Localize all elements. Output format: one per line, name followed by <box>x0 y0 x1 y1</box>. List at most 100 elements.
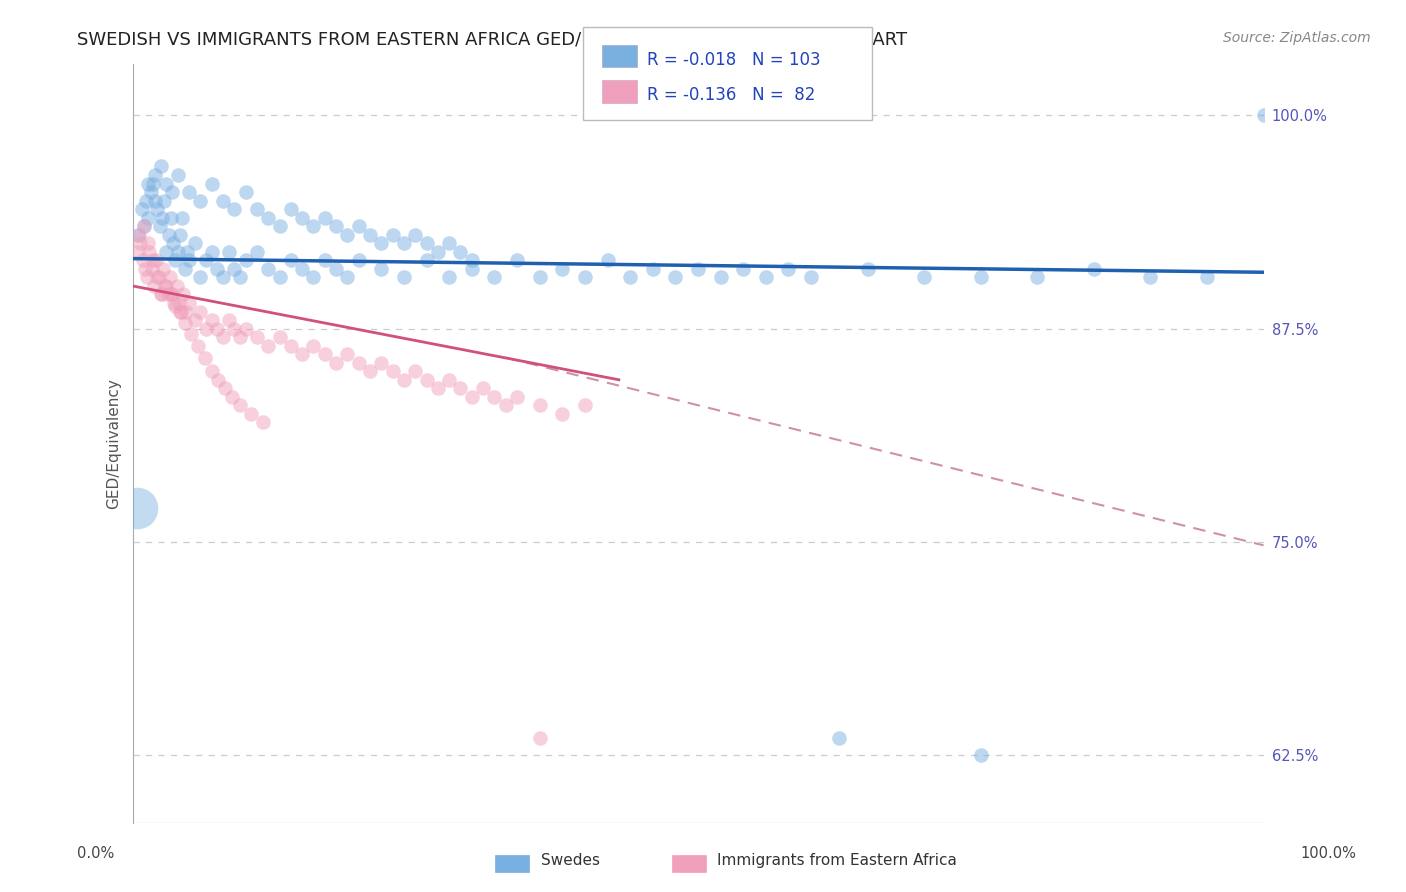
Point <box>166 279 188 293</box>
Point <box>183 313 205 327</box>
Y-axis label: GED/Equivalency: GED/Equivalency <box>107 378 121 509</box>
Point <box>150 211 173 225</box>
Point <box>169 227 191 242</box>
Point <box>529 270 551 285</box>
Point <box>207 373 229 387</box>
Point <box>551 261 574 276</box>
Point <box>551 407 574 421</box>
Point <box>172 287 194 301</box>
Point <box>177 185 200 199</box>
Point <box>160 287 183 301</box>
Point <box>755 270 778 285</box>
Point <box>325 261 347 276</box>
Text: Swedes: Swedes <box>541 854 600 868</box>
Point <box>325 356 347 370</box>
Point <box>856 261 879 276</box>
Point <box>437 236 460 251</box>
Point <box>1139 270 1161 285</box>
Point <box>495 398 517 412</box>
Point <box>1195 270 1218 285</box>
Point <box>149 160 172 174</box>
Point <box>139 185 162 199</box>
Point <box>163 296 186 310</box>
Point <box>155 279 177 293</box>
Point <box>359 364 381 378</box>
Point <box>136 270 159 285</box>
Point <box>280 338 302 352</box>
Point <box>404 364 426 378</box>
Point <box>143 194 166 208</box>
Point <box>426 381 449 395</box>
Point <box>596 253 619 268</box>
Text: 100.0%: 100.0% <box>1301 847 1357 861</box>
Point <box>235 253 257 268</box>
Point <box>141 261 163 276</box>
Point <box>138 211 160 225</box>
Point <box>173 317 195 331</box>
Point <box>224 202 246 216</box>
Point <box>194 351 217 365</box>
Point <box>392 373 415 387</box>
Point <box>912 270 935 285</box>
Text: R = -0.136   N =  82: R = -0.136 N = 82 <box>647 87 815 104</box>
Point <box>152 261 174 276</box>
Point <box>450 381 472 395</box>
Point <box>325 219 347 234</box>
Point <box>472 381 495 395</box>
Point <box>146 202 169 216</box>
Point <box>125 500 148 515</box>
Point <box>302 270 325 285</box>
Point <box>131 253 153 268</box>
Point <box>153 194 176 208</box>
Point <box>291 211 314 225</box>
Point <box>177 296 200 310</box>
Point <box>190 194 212 208</box>
Point <box>280 253 302 268</box>
Point <box>195 321 218 335</box>
Point <box>146 270 169 285</box>
Point <box>160 211 183 225</box>
Point <box>143 279 166 293</box>
Point <box>240 407 263 421</box>
Point <box>1083 261 1105 276</box>
Point <box>437 270 460 285</box>
Point <box>172 211 194 225</box>
Point <box>190 270 212 285</box>
Point <box>381 227 404 242</box>
Point <box>302 219 325 234</box>
Point <box>149 287 172 301</box>
Point <box>170 304 193 318</box>
Point <box>664 270 686 285</box>
Point <box>381 364 404 378</box>
Point <box>450 244 472 259</box>
Point <box>145 253 167 268</box>
Point <box>347 356 370 370</box>
Point <box>291 261 314 276</box>
Point <box>710 270 733 285</box>
Point <box>224 261 246 276</box>
Point <box>686 261 709 276</box>
Point <box>142 253 165 268</box>
Point <box>506 390 529 404</box>
Point <box>157 227 180 242</box>
Point <box>131 202 153 216</box>
Point <box>221 390 243 404</box>
Point <box>336 227 359 242</box>
Point <box>162 236 184 251</box>
Point <box>128 227 150 242</box>
Point <box>165 253 187 268</box>
Point <box>127 227 149 242</box>
Point <box>269 219 291 234</box>
Point <box>132 219 155 234</box>
Point <box>269 330 291 344</box>
Point <box>461 261 484 276</box>
Point <box>134 261 156 276</box>
Point <box>828 731 851 746</box>
Point <box>392 270 415 285</box>
Point <box>484 270 506 285</box>
Point <box>148 270 170 285</box>
Point <box>257 338 280 352</box>
Text: R = -0.018   N = 103: R = -0.018 N = 103 <box>647 51 820 69</box>
Point <box>336 270 359 285</box>
Point <box>195 253 218 268</box>
